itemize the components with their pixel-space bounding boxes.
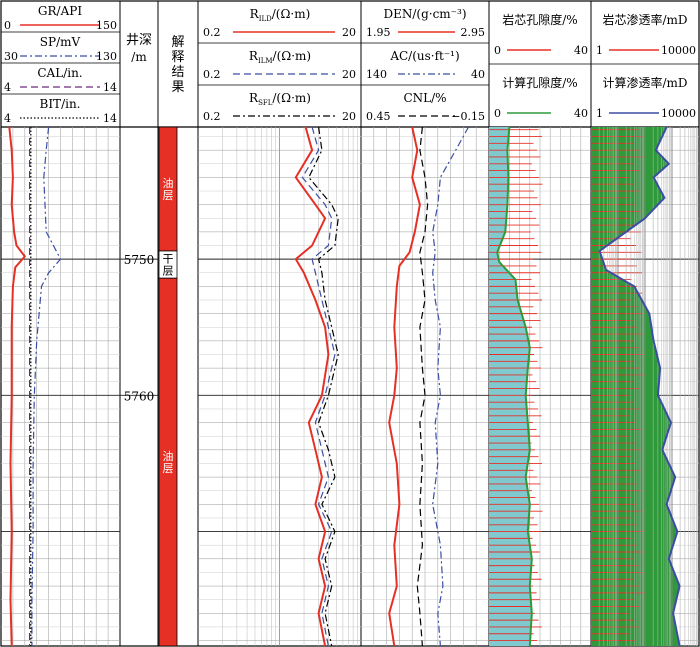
- curve-cnl: [416, 126, 429, 647]
- legend-label-calc_perm: 计算渗透率/mD: [602, 75, 687, 90]
- depth-tick-label: 5760: [124, 389, 155, 403]
- depth-tick-label: 5750: [124, 253, 155, 267]
- legend-max-cnl: −0.15: [451, 110, 485, 123]
- legend-label-ac: AC/(us·ft⁻¹): [389, 49, 459, 63]
- legend-min-core_perm: 1: [596, 44, 603, 57]
- curve-rsfl: [308, 126, 339, 647]
- curve-calc_por: [496, 126, 533, 647]
- legend-min-sp: 30: [4, 50, 18, 63]
- legend-max-core_perm: 10000: [661, 44, 696, 57]
- legend-min-cnl: 0.45: [366, 110, 391, 123]
- legend-label-rilm: RILM/(Ω·m): [249, 49, 311, 65]
- legend-label-core_por: 岩芯孔隙度/%: [502, 12, 577, 27]
- legend-label-sp: SP/mV: [40, 35, 81, 49]
- legend-label-cal: CAL/in.: [37, 66, 82, 80]
- legend-min-calc_perm: 1: [596, 107, 603, 120]
- curve-rild: [294, 126, 330, 647]
- legend-max-rild: 20: [342, 26, 356, 39]
- curve-rilm: [301, 126, 336, 647]
- legend-min-rsfl: 0.2: [203, 110, 221, 123]
- legend-min-core_por: 0: [494, 44, 501, 57]
- legend-max-sp: 130: [96, 50, 117, 63]
- legend-label-core_perm: 岩芯渗透率/mD: [602, 12, 687, 27]
- legend-min-ac: 140: [366, 68, 387, 81]
- legend-label-calc_por: 计算孔隙度/%: [502, 75, 577, 90]
- interpretation-header-char: 解: [171, 35, 184, 50]
- legend-label-gr: GR/API: [38, 4, 82, 18]
- legend-label-cnl: CNL/%: [403, 91, 446, 105]
- legend-min-bit: 4: [4, 112, 11, 125]
- curve-sp: [31, 126, 62, 646]
- zone-label-char: 油: [163, 449, 174, 463]
- curve-calc_perm: [598, 126, 681, 647]
- legend-max-ac: 40: [471, 68, 485, 81]
- legend-min-den: 1.95: [366, 26, 391, 39]
- legend-max-rsfl: 20: [342, 110, 356, 123]
- legend-label-rild: RILD/(Ω·m): [250, 7, 311, 23]
- legend-max-core_por: 40: [574, 44, 588, 57]
- interpretation-zone: [158, 277, 178, 647]
- zone-label-char: 层: [163, 265, 174, 278]
- legend-max-calc_perm: 10000: [661, 107, 696, 120]
- legend-min-cal: 4: [4, 81, 11, 94]
- fill-calc_perm: [591, 127, 680, 646]
- legend-label-rsfl: RSFL/(Ω·m): [249, 91, 311, 107]
- legend-min-rild: 0.2: [203, 26, 221, 39]
- legend-max-calc_por: 40: [574, 107, 588, 120]
- depth-header: 井深: [126, 33, 152, 48]
- legend-max-bit: 14: [103, 112, 117, 125]
- legend-max-gr: 150: [96, 19, 117, 32]
- interpretation-header-char: 释: [171, 50, 184, 65]
- zone-label-char: 干: [163, 253, 174, 266]
- depth-header-unit: /m: [131, 50, 147, 64]
- legend-min-gr: 0: [4, 19, 11, 32]
- curve-den: [388, 126, 421, 647]
- legend-min-rilm: 0.2: [203, 68, 221, 81]
- fill-calc_por: [489, 127, 532, 646]
- legend-min-calc_por: 0: [494, 107, 501, 120]
- curve-ac: [432, 126, 470, 647]
- legend-max-rilm: 20: [342, 68, 356, 81]
- legend-label-den: DEN/(g·cm⁻³): [383, 7, 466, 21]
- zone-label-char: 层: [163, 189, 174, 202]
- zone-label-char: 层: [163, 462, 174, 475]
- legend-max-cal: 14: [103, 81, 117, 94]
- interpretation-header-char: 果: [171, 80, 184, 95]
- zone-label-char: 油: [163, 176, 174, 190]
- legend-label-bit: BIT/in.: [40, 97, 81, 111]
- legend-max-den: 2.95: [461, 26, 486, 39]
- interpretation-header-char: 结: [171, 65, 184, 80]
- curve-gr: [8, 126, 26, 647]
